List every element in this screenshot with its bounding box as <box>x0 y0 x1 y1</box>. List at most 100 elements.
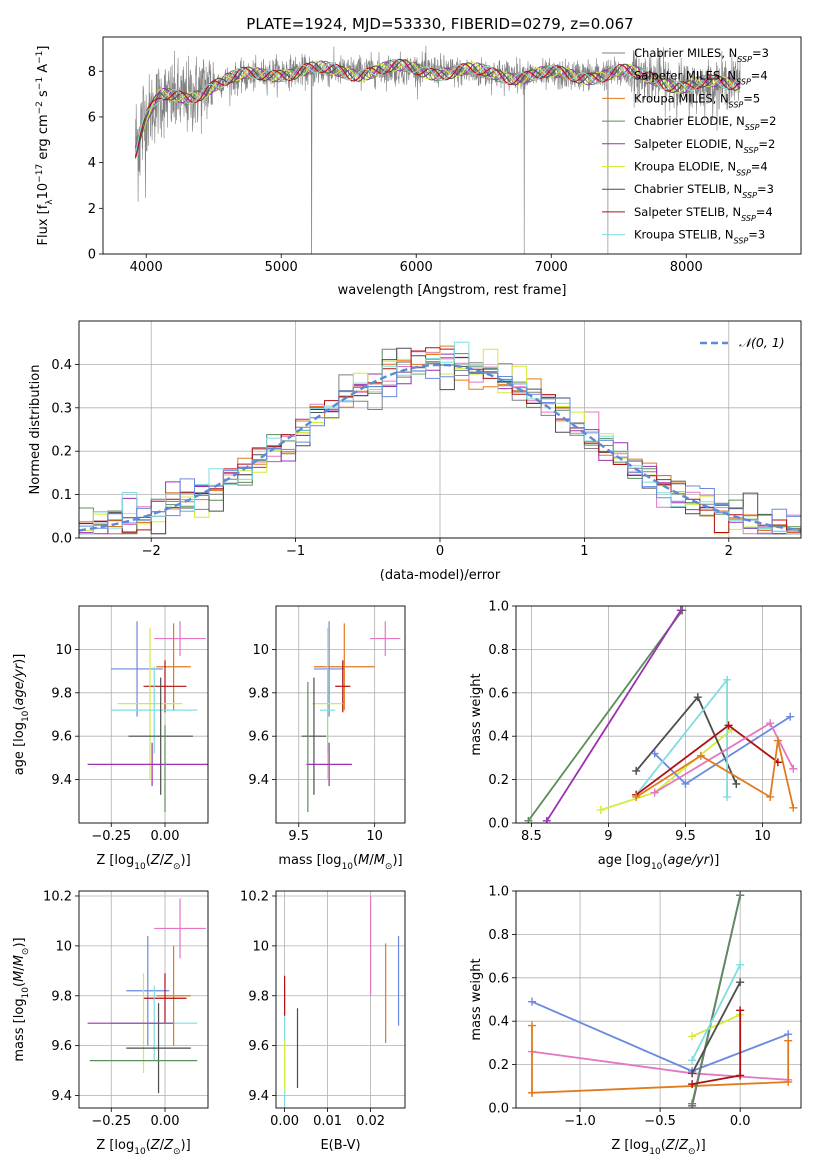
x-tick-label: 9.5 <box>675 829 696 844</box>
histogram-step <box>79 347 801 533</box>
y-tick-label: 1.0 <box>488 885 509 900</box>
y-tick-label: 0.2 <box>488 773 509 788</box>
x-tick-label: 0.02 <box>356 1114 385 1129</box>
errorbar-point <box>154 621 206 656</box>
y-tick-label: 9.4 <box>51 773 72 788</box>
y-tick-label: 0.4 <box>488 1015 509 1030</box>
weight-marker <box>688 1069 697 1078</box>
errorbar-point <box>156 945 191 1046</box>
x-tick-label: 0.00 <box>270 1114 299 1129</box>
plot-area <box>87 898 206 1094</box>
x-tick-label: −0.5 <box>644 1114 676 1129</box>
y-tick-label: 1.0 <box>488 600 509 615</box>
y-tick-label: 6 <box>88 110 96 125</box>
axes-frame <box>78 605 209 824</box>
y-tick-label: 9.4 <box>248 773 269 788</box>
x-tick-label: 10 <box>366 829 383 844</box>
weight-series <box>650 719 798 797</box>
axes-frame <box>78 320 802 539</box>
y-tick-label: 0.0 <box>51 532 72 547</box>
y-tick-label: 0.6 <box>488 686 509 701</box>
errorbar-point <box>156 623 191 711</box>
figure-title: PLATE=1924, MJD=53330, FIBERID=0279, z=0… <box>246 15 633 33</box>
x-axis-label: E(B-V) <box>320 1138 360 1153</box>
spectrum-model-line <box>134 60 741 148</box>
y-tick-label: 4 <box>88 156 96 171</box>
weight-line <box>691 895 742 1104</box>
weight-marker <box>632 792 641 801</box>
axes-frame <box>275 890 406 1109</box>
y-tick-label: 0.2 <box>51 445 72 460</box>
errorbar-point <box>143 973 187 1024</box>
axes-frame <box>78 890 209 1109</box>
y-axis-label: age [log10(age/yr)] <box>12 654 31 776</box>
errorbar-point <box>313 623 375 711</box>
y-tick-label: 10 <box>252 643 269 658</box>
weight-marker <box>688 1080 697 1089</box>
weight-marker <box>732 779 741 788</box>
y-axis-label: Normed distribution <box>28 365 43 495</box>
weight-marker <box>632 766 641 775</box>
plot-area <box>284 895 400 1108</box>
x-tick-label: 0.00 <box>151 1114 180 1129</box>
legend-label: Kroupa STELIB, NSSP=3 <box>634 228 765 246</box>
x-tick-label: −1.0 <box>564 1114 596 1129</box>
weight-marker <box>696 751 705 760</box>
weight-series <box>688 978 745 1078</box>
weight-series <box>688 960 745 1065</box>
y-tick-label: 10 <box>55 643 72 658</box>
legend-label: Salpeter MILES, NSSP=4 <box>634 69 768 87</box>
errorbar-point <box>128 677 193 795</box>
y-tick-label: 9.6 <box>248 1039 269 1054</box>
x-axis-label: (data-model)/error <box>380 568 501 583</box>
plot-area <box>528 891 793 1108</box>
y-tick-label: 9.8 <box>248 686 269 701</box>
weight-marker <box>736 891 745 900</box>
spectrum-model-line <box>134 58 741 158</box>
histogram-step <box>79 345 801 535</box>
weight-series <box>542 606 685 823</box>
x-tick-label: 8.5 <box>521 829 542 844</box>
y-tick-label: 0.0 <box>488 817 509 832</box>
weight-line <box>691 1013 741 1038</box>
spectrum-data-line <box>135 45 741 254</box>
weight-series <box>688 1010 745 1041</box>
y-axis-label: mass weight <box>469 673 484 755</box>
axes-frame <box>515 890 802 1109</box>
y-tick-label: 10.2 <box>43 889 72 904</box>
y-axis-label: mass weight <box>469 958 484 1040</box>
errorbar-point <box>320 666 336 754</box>
weight-line <box>600 729 733 811</box>
y-axis-label: Flux [fλ10−17 erg cm−2 s−1 A−1] <box>35 46 55 246</box>
spectrum-model-line <box>134 60 741 153</box>
weight-line <box>546 609 682 822</box>
x-tick-label: 0 <box>436 544 444 559</box>
legend-label: Kroupa ELODIE, NSSP=4 <box>634 160 768 178</box>
weight-marker <box>736 1006 745 1015</box>
weight-marker <box>688 1032 697 1041</box>
weight-series <box>632 736 798 812</box>
x-tick-label: 7000 <box>535 260 568 275</box>
spectrum-model-line <box>134 60 741 148</box>
legend-label: Chabrier ELODIE, NSSP=2 <box>634 114 776 132</box>
x-axis-label: Z [log10(Z/Z⊙)] <box>96 853 190 872</box>
x-tick-label: 8000 <box>670 260 703 275</box>
weight-marker <box>693 693 702 702</box>
weight-marker <box>736 960 745 969</box>
errorbar-point <box>111 666 198 754</box>
plot-area <box>79 341 801 535</box>
weight-marker <box>688 1056 697 1065</box>
weight-series <box>528 1021 793 1097</box>
x-tick-label: 9.5 <box>288 829 309 844</box>
errorbar-point <box>306 742 352 787</box>
x-tick-label: −2 <box>142 544 161 559</box>
errorbar-point <box>126 1003 191 1094</box>
y-tick-label: 9.8 <box>248 989 269 1004</box>
errorbar-point <box>370 621 401 656</box>
x-axis-label: wavelength [Angstrom, rest frame] <box>338 283 567 298</box>
histogram-step <box>79 370 801 535</box>
weight-marker <box>784 1077 793 1086</box>
axes-frame <box>275 605 406 824</box>
axes-mass-weight-vs-age: 8.5 9 9.5 10 0.0 0.2 0.4 0.6 0.8 1.0 age [log10(ag… <box>469 600 802 872</box>
y-tick-label: 0.6 <box>488 971 509 986</box>
